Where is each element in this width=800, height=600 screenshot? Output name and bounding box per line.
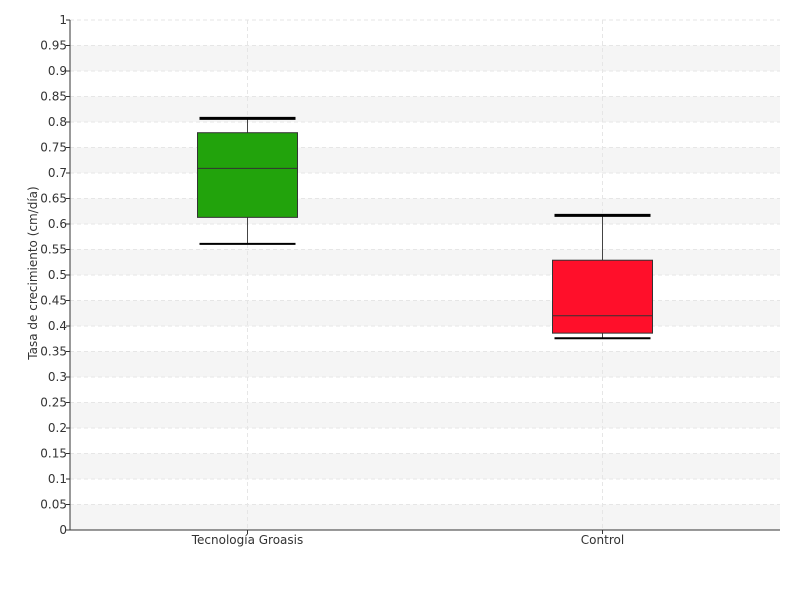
y-tick-label: 0.65 bbox=[40, 192, 67, 206]
y-tick-label: 0.2 bbox=[48, 421, 67, 435]
x-tick-label: Tecnología Groasis bbox=[191, 533, 304, 547]
box-1 bbox=[197, 116, 298, 245]
y-tick-label: 0.4 bbox=[48, 319, 67, 333]
iqr-box bbox=[197, 132, 298, 218]
box-2 bbox=[552, 213, 653, 340]
y-tick-label: 0.55 bbox=[40, 243, 67, 257]
y-tick-label: 0.95 bbox=[40, 39, 67, 53]
y-axis-ticks: 0 0.05 0.1 0.15 0.2 0.25 0.3 0.35 0.4 0.45 0.5 0.55… bbox=[40, 13, 70, 537]
y-tick-label: 0.5 bbox=[48, 268, 67, 282]
y-tick-label: 0.3 bbox=[48, 370, 67, 384]
background-band bbox=[70, 402, 780, 428]
y-tick-label: 1 bbox=[59, 13, 67, 27]
background-band bbox=[70, 249, 780, 275]
x-tick-label: Control bbox=[581, 533, 624, 547]
background-band bbox=[70, 300, 780, 326]
background-band bbox=[70, 96, 780, 122]
background-band bbox=[70, 504, 780, 530]
y-axis-title: Tasa de crecimiento (cm/día) bbox=[26, 186, 40, 360]
background-band bbox=[70, 453, 780, 479]
y-tick-label: 0.6 bbox=[48, 217, 67, 231]
x-axis-ticks: Tecnología Groasis Control bbox=[191, 530, 624, 547]
box-series bbox=[197, 116, 653, 340]
y-tick-label: 0.8 bbox=[48, 115, 67, 129]
y-tick-label: 0.45 bbox=[40, 294, 67, 308]
background-band bbox=[70, 351, 780, 377]
background-band bbox=[70, 198, 780, 224]
y-tick-label: 0.15 bbox=[40, 447, 67, 461]
y-tick-label: 0 bbox=[59, 523, 67, 537]
y-tick-label: 0.1 bbox=[48, 472, 67, 486]
y-tick-label: 0.05 bbox=[40, 498, 67, 512]
plot-background-bands bbox=[70, 45, 780, 530]
y-tick-label: 0.9 bbox=[48, 64, 67, 78]
background-band bbox=[70, 45, 780, 71]
y-tick-label: 0.75 bbox=[40, 141, 67, 155]
y-tick-label: 0.25 bbox=[40, 396, 67, 410]
y-tick-label: 0.7 bbox=[48, 166, 67, 180]
grid-lines bbox=[70, 19, 780, 530]
background-band bbox=[70, 147, 780, 173]
y-tick-label: 0.85 bbox=[40, 90, 67, 104]
y-tick-label: 0.35 bbox=[40, 345, 67, 359]
iqr-box bbox=[552, 259, 653, 334]
